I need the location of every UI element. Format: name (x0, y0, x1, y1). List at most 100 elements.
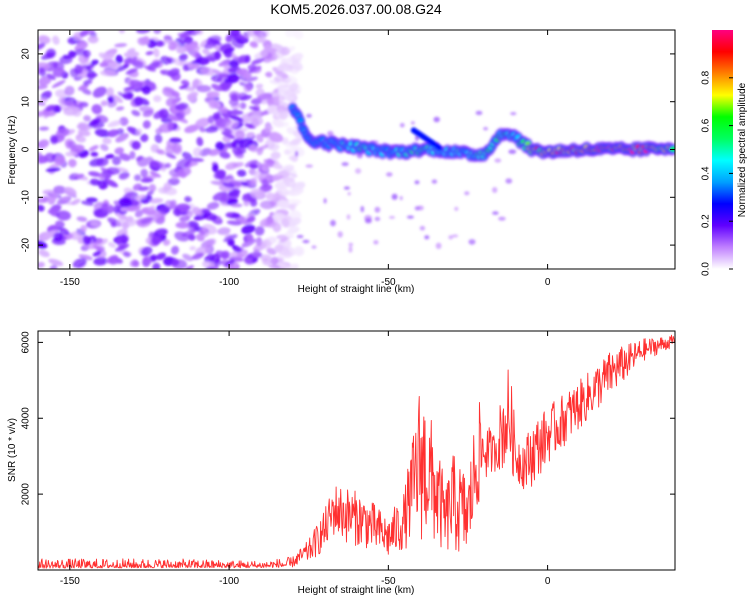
noise-blob (131, 140, 141, 150)
snr-y-tick-label: 4000 (21, 407, 32, 430)
noise-blob (248, 106, 260, 111)
noise-blob (165, 152, 177, 159)
noise-blob (204, 238, 217, 248)
noise-blob (195, 117, 211, 128)
noise-blob (204, 39, 219, 50)
noise-blob (123, 57, 132, 63)
noise-speck (373, 240, 379, 245)
spectrogram-x-ticks: -150 -100 -50 0 (60, 30, 551, 288)
noise-blob (171, 259, 188, 269)
noise-blob (100, 70, 116, 77)
noise-blob (199, 126, 206, 133)
noise-blob (42, 195, 49, 203)
noise-blob (68, 158, 77, 168)
snr-x-tick-label: -100 (219, 576, 239, 587)
noise-blob (240, 181, 249, 187)
noise-blob (187, 94, 197, 102)
noise-blob (78, 83, 89, 91)
noise-blob (221, 193, 228, 203)
snr-y-tick-label: 2000 (21, 483, 32, 506)
noise-blob (212, 164, 219, 173)
noise-blob (53, 185, 67, 195)
noise-blob (118, 30, 125, 34)
noise-blob (289, 137, 302, 146)
noise-blob (274, 244, 284, 253)
noise-speck (475, 110, 483, 116)
noise-blob (230, 203, 243, 208)
colorbar-tick-label: 0.0 (701, 262, 712, 276)
noise-blob (139, 37, 150, 45)
spectrogram-x-tick-label: -50 (381, 277, 396, 288)
noise-blob (295, 249, 303, 255)
noise-blob (199, 148, 212, 157)
noise-blob (233, 246, 244, 253)
noise-blob (142, 120, 151, 129)
spectrogram-y-tick-label: -20 (21, 237, 32, 252)
noise-blob (215, 141, 225, 151)
noise-blob (71, 198, 81, 205)
noise-blob (187, 224, 197, 232)
noise-blob (125, 68, 138, 75)
noise-blob (160, 69, 176, 76)
noise-blob (55, 220, 65, 228)
noise-blob (43, 230, 59, 239)
noise-blob (177, 167, 192, 177)
noise-blob (155, 252, 167, 261)
noise-blob (287, 226, 300, 234)
noise-blob (59, 55, 73, 65)
noise-blob (231, 37, 245, 49)
noise-blob (284, 232, 295, 239)
noise-blob (115, 106, 125, 111)
noise-blob (217, 227, 231, 235)
noise-blob (64, 186, 77, 197)
noise-blob (135, 128, 143, 136)
noise-blob (129, 259, 139, 267)
noise-blob (145, 51, 154, 56)
noise-speck (306, 113, 312, 118)
noise-blob (61, 196, 70, 201)
noise-blob (142, 110, 154, 117)
noise-blob (151, 236, 161, 246)
noise-blob (70, 231, 82, 241)
noise-blob (87, 35, 99, 44)
noise-blob (247, 64, 257, 71)
noise-blob (283, 250, 293, 259)
noise-blob (163, 86, 176, 95)
noise-blob (202, 223, 217, 235)
noise-blob (247, 30, 257, 37)
noise-blob (245, 131, 255, 138)
snr-series-line (38, 334, 675, 569)
noise-blob (115, 54, 123, 64)
noise-speck (391, 193, 398, 200)
noise-blob (254, 226, 265, 236)
noise-blob (208, 148, 221, 156)
noise-blob (238, 137, 253, 149)
noise-blob (170, 245, 180, 255)
noise-blob (247, 123, 254, 129)
noise-blob (83, 115, 91, 122)
noise-blob (107, 53, 115, 60)
noise-blob (56, 210, 71, 221)
noise-blob (191, 59, 202, 64)
noise-blob (38, 76, 52, 86)
noise-blob (140, 177, 154, 183)
noise-blob (54, 155, 66, 166)
noise-blob (263, 44, 273, 54)
noise-blob (255, 83, 264, 89)
noise-blob (223, 234, 238, 243)
colorbar-label: Normalized spectral amplitude (737, 82, 748, 217)
noise-speck (327, 130, 334, 137)
noise-blob (95, 157, 109, 167)
noise-blob (52, 35, 60, 45)
noise-blob (184, 124, 200, 133)
noise-blob (231, 108, 239, 116)
noise-blob (191, 252, 204, 260)
noise-blob (294, 30, 304, 40)
noise-blob (171, 112, 186, 122)
noise-speck (492, 211, 499, 215)
noise-blob (183, 36, 194, 44)
noise-blob (249, 41, 258, 48)
spectrogram-y-ticks: -20 -10 0 10 20 (21, 48, 675, 252)
noise-blob (178, 53, 188, 62)
spectrogram-y-label: Frequency (Hz) (7, 116, 18, 185)
